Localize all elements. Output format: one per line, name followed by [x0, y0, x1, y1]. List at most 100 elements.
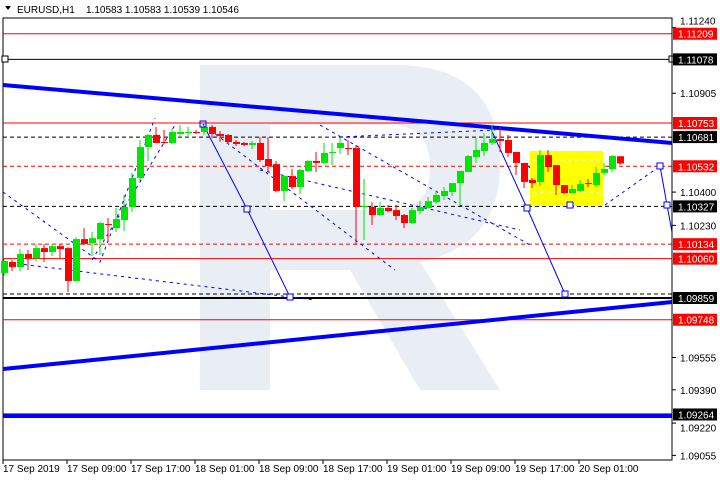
candle-body [289, 176, 296, 188]
candle-body [97, 223, 104, 240]
candle [65, 247, 72, 293]
candle [281, 175, 288, 202]
candle [369, 202, 376, 225]
candle-body [113, 219, 120, 229]
candle [257, 137, 264, 162]
candle-body [297, 169, 304, 188]
candle-body [505, 140, 512, 153]
candle-body [217, 133, 224, 136]
y-tick-label: 1.10905 [680, 89, 717, 100]
dotted-wave [2, 261, 316, 301]
candle-body [617, 156, 624, 164]
x-tick-label: 17 Sep 09:00 [67, 464, 127, 475]
candle [433, 190, 440, 205]
candle-body [425, 201, 432, 208]
candle-body [65, 248, 72, 281]
candle-body [489, 139, 496, 143]
candle [513, 151, 520, 176]
candle [297, 169, 304, 195]
candle-body [225, 134, 232, 142]
candle [81, 228, 88, 245]
candle-body [465, 156, 472, 172]
candle [265, 137, 272, 172]
candle [353, 144, 360, 245]
candle [113, 207, 120, 233]
candle-body [329, 151, 336, 153]
candle [137, 140, 144, 181]
price-label-box [673, 292, 717, 305]
x-tick-label: 18 Sep 09:00 [259, 464, 319, 475]
price-label: 1.09859 [678, 294, 715, 305]
candle-body [353, 148, 360, 207]
candle-body [49, 246, 56, 252]
candle-body [41, 248, 48, 252]
candle [457, 170, 464, 206]
candle-body [545, 155, 552, 168]
logo-watermark [200, 65, 500, 390]
candle-body [577, 184, 584, 191]
lower-channel-line[interactable] [2, 300, 673, 371]
candle-body [561, 185, 568, 194]
candle [209, 124, 216, 139]
candle [417, 201, 424, 215]
candle [489, 124, 496, 145]
candle-body [17, 253, 24, 268]
candle [185, 126, 192, 136]
candle-body [601, 169, 608, 173]
candle-body [585, 183, 592, 185]
candle-body [273, 164, 280, 191]
candle [17, 249, 24, 271]
candle-body [513, 151, 520, 163]
price-axis: 1.11240 1.10905 1.10400 1.10230 1.09555 1.093… [671, 17, 717, 462]
x-tick-label: 19 Sep 09:00 [451, 464, 511, 475]
candle-body [89, 238, 96, 243]
upper-channel-line[interactable] [2, 83, 673, 145]
candle-body [9, 261, 16, 268]
time-axis: 17 Sep 2019 17 Sep 09:00 17 Sep 17:00 18 Se… [2, 460, 639, 475]
candle-body [321, 152, 328, 163]
candle [49, 243, 56, 257]
candle-body [521, 162, 528, 182]
dropdown-triangle-icon[interactable] [5, 6, 11, 10]
candle-body [169, 132, 176, 143]
candle [545, 150, 552, 172]
candle [25, 250, 32, 271]
price-label-box [673, 117, 717, 129]
price-label: 1.10134 [678, 240, 715, 251]
candle-body [457, 170, 464, 184]
candle-body [241, 142, 248, 145]
candle [409, 207, 416, 225]
anchor-markers [1, 55, 676, 301]
y-tick-label: 1.10230 [680, 221, 717, 232]
candle [561, 185, 568, 195]
candle-body [121, 206, 128, 221]
candle [385, 205, 392, 213]
candle [225, 133, 232, 144]
y-tick-label: 1.09055 [680, 451, 717, 462]
candle [321, 142, 328, 165]
candle-body [257, 142, 264, 160]
dotted-wave [339, 129, 496, 138]
candle-body [57, 246, 64, 250]
candle [161, 130, 168, 144]
price-label-box [673, 252, 717, 265]
candle [313, 151, 320, 172]
candle-body [249, 142, 256, 145]
candle [241, 141, 248, 147]
y-tick-label: 1.09390 [680, 386, 717, 397]
price-label-box [673, 313, 717, 326]
candle-body [393, 210, 400, 216]
candle-body [33, 248, 40, 259]
candle [593, 167, 600, 188]
wave-line[interactable] [659, 165, 673, 233]
candle-body [177, 132, 184, 134]
price-label-box [673, 131, 717, 144]
candle [217, 131, 224, 142]
candle-body [209, 126, 216, 134]
candle-body [145, 134, 152, 148]
candle [569, 185, 576, 194]
candle-body [409, 210, 416, 224]
dotted-wave [604, 165, 661, 206]
candle [337, 137, 344, 154]
